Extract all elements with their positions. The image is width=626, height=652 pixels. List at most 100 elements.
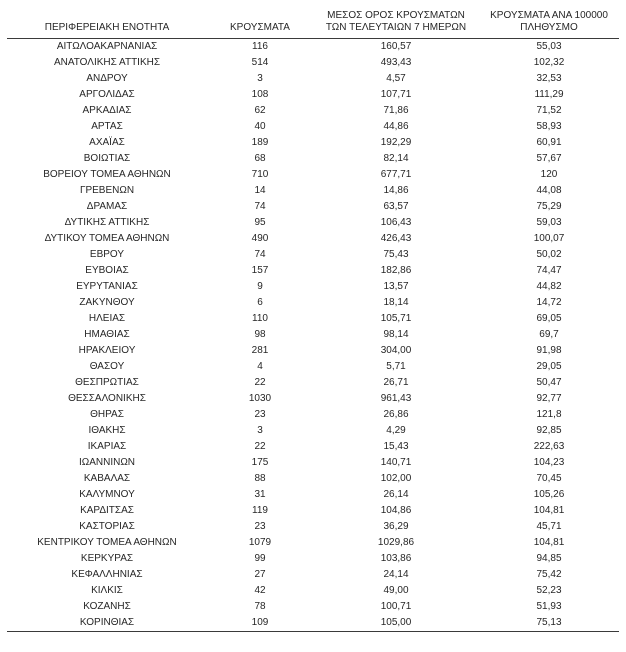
table-row: ΔΥΤΙΚΟΥ ΤΟΜΕΑ ΑΘΗΝΩΝ 490 426,43 100,07 bbox=[7, 231, 619, 247]
header-avg7days: ΜΕΣΟΣ ΟΡΟΣ ΚΡΟΥΣΜΑΤΩΝ ΤΩΝ ΤΕΛΕΥΤΑΙΩΝ 7 Η… bbox=[313, 6, 479, 39]
table-row: ΑΡΓΟΛΙΔΑΣ 108 107,71 111,29 bbox=[7, 87, 619, 103]
region-cell: ΑΡΤΑΣ bbox=[91, 121, 123, 132]
region-cell: ΑΝΔΡΟΥ bbox=[86, 73, 128, 84]
per100k-cell: 52,23 bbox=[536, 585, 562, 596]
per100k-cell: 14,72 bbox=[536, 297, 562, 308]
per100k-cell: 91,98 bbox=[536, 345, 562, 356]
cases-cell: 23 bbox=[254, 409, 266, 420]
table-header: ΠΕΡΙΦΕΡΕΙΑΚΗ ΕΝΟΤΗΤΑ ΚΡΟΥΣΜΑΤΑ ΜΕΣΟΣ ΟΡΟ… bbox=[7, 6, 619, 39]
header-cases: ΚΡΟΥΣΜΑΤΑ bbox=[207, 6, 313, 39]
per100k-cell: 44,08 bbox=[536, 185, 562, 196]
region-cell: ΗΛΕΙΑΣ bbox=[88, 313, 126, 324]
per100k-cell: 75,29 bbox=[536, 201, 562, 212]
per100k-cell: 74,47 bbox=[536, 265, 562, 276]
per100k-cell: 59,03 bbox=[536, 217, 562, 228]
table-row: ΙΩΑΝΝΙΝΩΝ 175 140,71 104,23 bbox=[7, 455, 619, 471]
region-cell: ΚΟΖΑΝΗΣ bbox=[83, 601, 131, 612]
cases-cell: 99 bbox=[254, 553, 266, 564]
avg7days-cell: 102,00 bbox=[380, 473, 412, 484]
table-row: ΚΑΡΔΙΤΣΑΣ 119 104,86 104,81 bbox=[7, 503, 619, 519]
per100k-cell: 58,93 bbox=[536, 121, 562, 132]
region-cell: ΚΕΦΑΛΛΗΝΙΑΣ bbox=[71, 569, 143, 580]
cases-cell: 88 bbox=[254, 473, 266, 484]
per100k-cell: 222,63 bbox=[533, 441, 565, 452]
avg7days-cell: 98,14 bbox=[383, 329, 409, 340]
cases-cell: 116 bbox=[252, 41, 268, 52]
cases-cell: 23 bbox=[254, 521, 266, 532]
cases-cell: 108 bbox=[251, 89, 269, 100]
per100k-cell: 70,45 bbox=[536, 473, 562, 484]
cases-cell: 42 bbox=[254, 585, 266, 596]
cases-cell: 6 bbox=[257, 297, 263, 308]
cases-cell: 710 bbox=[251, 169, 269, 180]
per100k-cell: 104,23 bbox=[533, 457, 565, 468]
avg7days-cell: 71,86 bbox=[383, 105, 409, 116]
avg7days-cell: 105,71 bbox=[380, 313, 412, 324]
region-cell: ΗΡΑΚΛΕΙΟΥ bbox=[78, 345, 136, 356]
table-row: ΚΑΣΤΟΡΙΑΣ 23 36,29 45,71 bbox=[7, 519, 619, 535]
region-cell: ΙΩΑΝΝΙΝΩΝ bbox=[78, 457, 136, 468]
per100k-cell: 92,77 bbox=[536, 393, 562, 404]
per100k-cell: 55,03 bbox=[536, 41, 562, 52]
avg7days-cell: 24,14 bbox=[383, 569, 409, 580]
per100k-cell: 94,85 bbox=[536, 553, 562, 564]
cases-cell: 157 bbox=[251, 265, 269, 276]
region-cell: ΑΡΚΑΔΙΑΣ bbox=[82, 105, 132, 116]
avg7days-cell: 961,43 bbox=[380, 393, 412, 404]
avg7days-cell: 44,86 bbox=[383, 121, 409, 132]
per100k-cell: 44,82 bbox=[536, 281, 562, 292]
avg7days-cell: 13,57 bbox=[383, 281, 409, 292]
region-cell: ΘΗΡΑΣ bbox=[90, 409, 124, 420]
cases-cell: 31 bbox=[254, 489, 266, 500]
table-row: ΘΑΣΟΥ 4 5,71 29,05 bbox=[7, 359, 619, 375]
region-cell: ΚΑΡΔΙΤΣΑΣ bbox=[80, 505, 134, 516]
avg7days-cell: 493,43 bbox=[380, 57, 412, 68]
region-cell: ΑΡΓΟΛΙΔΑΣ bbox=[79, 89, 135, 100]
avg7days-cell: 104,86 bbox=[380, 505, 412, 516]
avg7days-cell: 1029,86 bbox=[377, 537, 415, 548]
table-row: ΑΡΚΑΔΙΑΣ 62 71,86 71,52 bbox=[7, 103, 619, 119]
table-row: ΚΑΒΑΛΑΣ 88 102,00 70,45 bbox=[7, 471, 619, 487]
region-cell: ΘΕΣΠΡΩΤΙΑΣ bbox=[75, 377, 139, 388]
per100k-cell: 105,26 bbox=[533, 489, 565, 500]
region-cell: ΘΕΣΣΑΛΟΝΙΚΗΣ bbox=[68, 393, 146, 404]
table-row: ΔΡΑΜΑΣ 74 63,57 75,29 bbox=[7, 199, 619, 215]
cases-cell: 9 bbox=[257, 281, 263, 292]
cases-cell: 22 bbox=[254, 377, 266, 388]
table-row: ΒΟΙΩΤΙΑΣ 68 82,14 57,67 bbox=[7, 151, 619, 167]
region-cell: ΑΧΑΪΑΣ bbox=[89, 137, 125, 148]
table-row: ΚΟΡΙΝΘΙΑΣ 109 105,00 75,13 bbox=[7, 615, 619, 632]
per100k-cell: 69,05 bbox=[536, 313, 562, 324]
region-cell: ΕΥΒΟΙΑΣ bbox=[85, 265, 129, 276]
region-cell: ΙΘΑΚΗΣ bbox=[88, 425, 126, 436]
avg7days-cell: 26,71 bbox=[383, 377, 409, 388]
region-cell: ΑΝΑΤΟΛΙΚΗΣ ΑΤΤΙΚΗΣ bbox=[53, 57, 161, 68]
avg7days-cell: 426,43 bbox=[380, 233, 412, 244]
per100k-cell: 111,29 bbox=[534, 89, 564, 100]
region-cell: ΚΕΡΚΥΡΑΣ bbox=[80, 553, 134, 564]
avg7days-cell: 107,71 bbox=[380, 89, 412, 100]
table-row: ΙΚΑΡΙΑΣ 22 15,43 222,63 bbox=[7, 439, 619, 455]
table-row: ΕΒΡΟΥ 74 75,43 50,02 bbox=[7, 247, 619, 263]
per100k-cell: 92,85 bbox=[536, 425, 562, 436]
region-cell: ΚΟΡΙΝΘΙΑΣ bbox=[7, 615, 207, 632]
avg7days-cell: 100,71 bbox=[380, 601, 412, 612]
avg7days-cell: 304,00 bbox=[380, 345, 412, 356]
table-row: ΘΕΣΠΡΩΤΙΑΣ 22 26,71 50,47 bbox=[7, 375, 619, 391]
header-per100k: ΚΡΟΥΣΜΑΤΑ ΑΝΑ 100000 ΠΛΗΘΥΣΜΟ bbox=[479, 6, 619, 39]
table-row: ΑΝΑΤΟΛΙΚΗΣ ΑΤΤΙΚΗΣ 514 493,43 102,32 bbox=[7, 55, 619, 71]
table-row: ΚΕΡΚΥΡΑΣ 99 103,86 94,85 bbox=[7, 551, 619, 567]
table-row: ΑΙΤΩΛΟΑΚΑΡΝΑΝΙΑΣ 116 160,57 55,03 bbox=[7, 39, 619, 56]
cases-cell: 4 bbox=[257, 361, 263, 372]
regional-cases-table: ΠΕΡΙΦΕΡΕΙΑΚΗ ΕΝΟΤΗΤΑ ΚΡΟΥΣΜΑΤΑ ΜΕΣΟΣ ΟΡΟ… bbox=[7, 6, 619, 632]
region-cell: ΕΒΡΟΥ bbox=[89, 249, 125, 260]
avg7days-cell: 4,57 bbox=[386, 73, 406, 84]
table-row: ΙΘΑΚΗΣ 3 4,29 92,85 bbox=[7, 423, 619, 439]
per100k-cell: 104,81 bbox=[533, 505, 565, 516]
cases-cell: 514 bbox=[251, 57, 269, 68]
region-cell: ΒΟΙΩΤΙΑΣ bbox=[83, 153, 131, 164]
cases-cell: 74 bbox=[254, 249, 266, 260]
avg7days-cell: 140,71 bbox=[380, 457, 412, 468]
table-row: ΘΗΡΑΣ 23 26,86 121,8 bbox=[7, 407, 619, 423]
table-row: ΚΑΛΥΜΝΟΥ 31 26,14 105,26 bbox=[7, 487, 619, 503]
